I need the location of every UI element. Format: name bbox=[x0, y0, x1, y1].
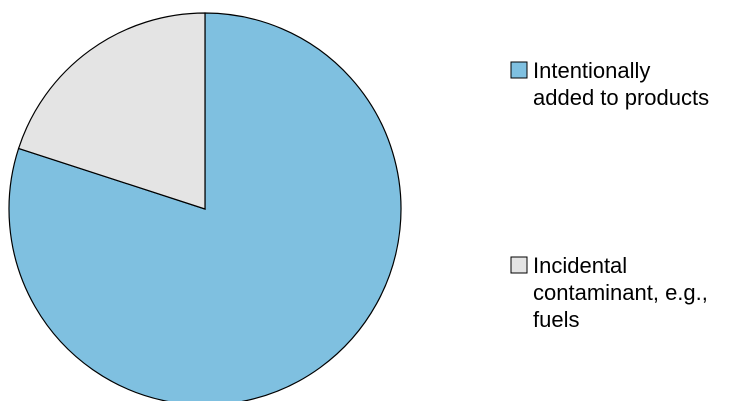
legend-swatch-2 bbox=[510, 256, 528, 274]
pie-slice-1 bbox=[8, 12, 402, 401]
legend-label-2: Incidental contaminant, e.g., fuels bbox=[533, 253, 708, 332]
legend-item-1: Intentionally added to products bbox=[510, 58, 709, 110]
legend-label-1: Intentionally added to products bbox=[533, 58, 709, 110]
legend-swatch-1 bbox=[510, 61, 528, 79]
pie-slices bbox=[8, 12, 402, 401]
legend: Intentionally added to products Incidental… bbox=[510, 58, 709, 332]
pie-slice-2 bbox=[17, 12, 206, 210]
legend-item-2: Incidental contaminant, e.g., fuels bbox=[510, 253, 708, 332]
